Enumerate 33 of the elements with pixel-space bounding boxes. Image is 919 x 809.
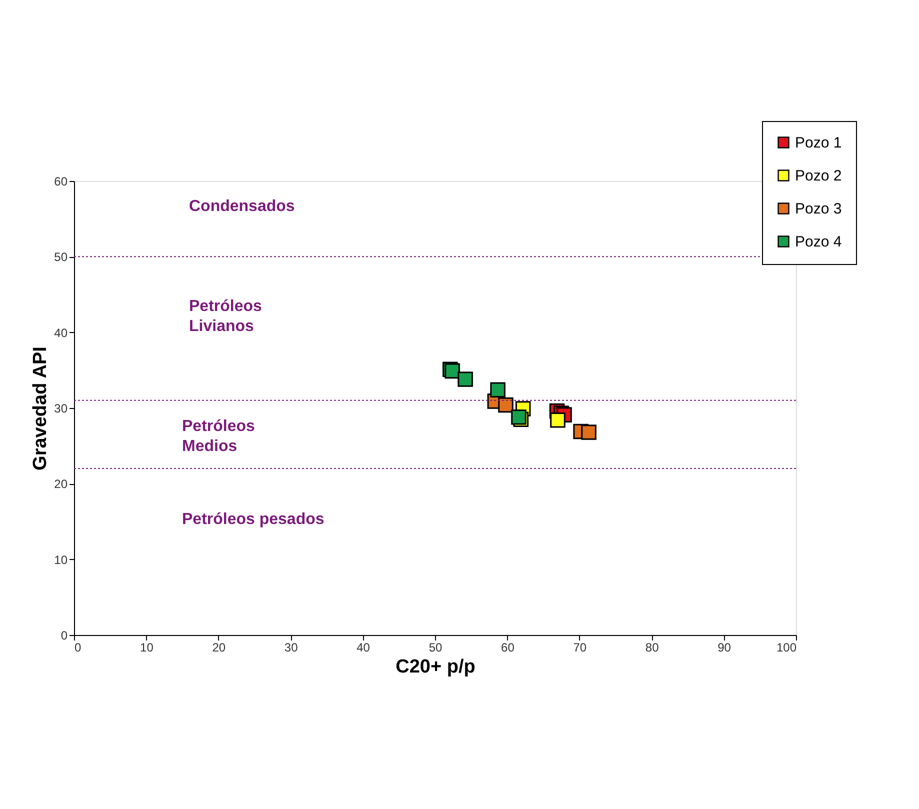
y-tick-label: 60 bbox=[54, 174, 68, 188]
legend-label: Pozo 1 bbox=[795, 134, 842, 152]
point bbox=[550, 412, 566, 428]
x-tick-label: 70 bbox=[573, 640, 587, 654]
x-tick-label: 50 bbox=[428, 640, 442, 654]
x-tick-label: 100 bbox=[776, 640, 797, 654]
x-axis-title: C20+ p/p bbox=[396, 656, 476, 678]
annotation: Petróleos pesados bbox=[182, 511, 324, 528]
y-tick-label: 10 bbox=[54, 552, 68, 567]
annotation: Petróleos Livianos bbox=[189, 298, 262, 335]
y-tick-label: 30 bbox=[54, 402, 68, 416]
x-tick-label: 90 bbox=[718, 640, 732, 654]
x-tick-label: 20 bbox=[212, 640, 226, 654]
annotation: Petróleos Medios bbox=[182, 418, 256, 455]
y-tick-label: 40 bbox=[54, 326, 68, 340]
point bbox=[490, 382, 506, 398]
x-tick-label: 10 bbox=[140, 640, 154, 654]
legend-label: Pozo 2 bbox=[795, 168, 842, 184]
y-axis-title: Gravedad API bbox=[30, 346, 52, 470]
point bbox=[498, 397, 514, 413]
y-tick-label: 20 bbox=[54, 477, 68, 492]
y-tick-label: 50 bbox=[54, 250, 68, 264]
point bbox=[581, 424, 596, 440]
annotation: Condensados bbox=[189, 198, 295, 215]
x-tick-label: 0 bbox=[74, 640, 82, 654]
x-tick-label: 60 bbox=[501, 640, 515, 654]
legend-label: Pozo 3 bbox=[795, 200, 842, 218]
y-tick-label: 0 bbox=[60, 628, 68, 642]
point bbox=[458, 372, 473, 387]
legend-label: Pozo 4 bbox=[795, 234, 842, 250]
x-tick-label: 30 bbox=[284, 640, 298, 654]
x-tick-label: 80 bbox=[645, 640, 660, 654]
x-tick-label: 40 bbox=[356, 640, 370, 654]
